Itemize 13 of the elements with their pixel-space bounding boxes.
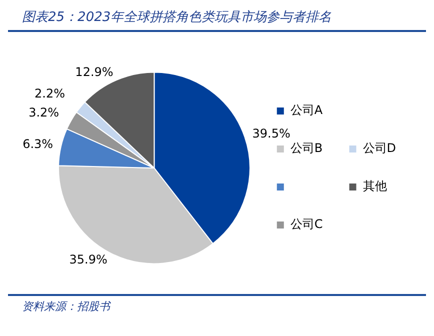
data-label: 12.9%	[75, 64, 114, 79]
data-label: 6.3%	[22, 137, 54, 152]
legend-label: 公司B	[290, 141, 323, 156]
data-label: 39.5%	[252, 126, 290, 141]
text: 资料来源：招股书	[8, 296, 426, 314]
chart-title: 图表25：2023年全球拼搭角色类玩具市场参与者排名	[8, 8, 426, 32]
data-label: 35.9%	[69, 252, 108, 267]
legend-label: 公司A	[290, 103, 324, 118]
data-label: 3.2%	[28, 105, 60, 120]
legend-label: 公司D	[362, 141, 396, 156]
data-label: 2.2%	[34, 86, 66, 100]
legend-label: 公司C	[290, 217, 323, 232]
legend-label: 其他	[362, 179, 387, 194]
